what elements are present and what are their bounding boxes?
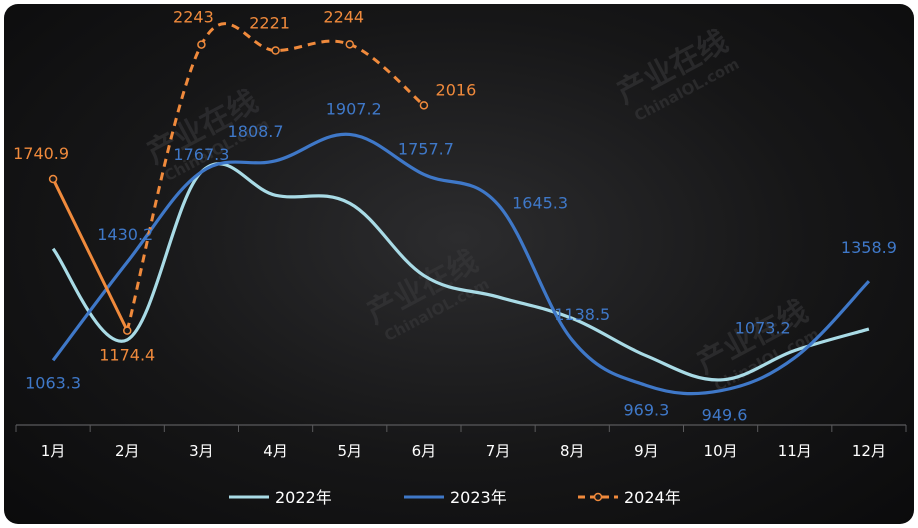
x-tick-label: 2月 [115,442,140,460]
data-labels-layer: 1063.3 1430.2 1767.3 1808.7 1907.2 1757.7 1645… [13,7,897,424]
series-2023年-data-label: 1358.9 [841,238,897,257]
series-2023年-data-label: 1757.7 [398,139,454,158]
legend: 2022年 2023年 2024年 [229,488,681,507]
series-2024年-point [48,174,58,184]
series-2024年-point [271,46,280,55]
x-tick-label: 5月 [337,442,362,460]
series-2024年-data-label: 2221 [249,13,290,32]
series-2024年-point [197,40,206,49]
legend-label: 2024年 [624,488,681,507]
series-2023年-data-label: 1138.5 [554,305,610,324]
x-tick-label: 3月 [189,442,214,460]
series-2023年-data-label: 949.6 [702,406,748,425]
x-tick-label: 10月 [704,442,738,460]
series-2024年-point [345,40,354,49]
x-tick-label: 9月 [634,442,659,460]
legend-item-2024年: 2024年 [578,488,681,507]
x-tick-label: 8月 [560,442,585,460]
legend-marker [593,492,603,502]
series-2023年-line [51,132,871,396]
series-2024年-data-label: 2244 [323,7,364,26]
x-tick-label: 7月 [486,442,511,460]
x-tick-label: 1月 [41,442,66,460]
series-2023年-data-label: 1063.3 [25,373,81,392]
line-chart: 产业在线ChinaIOL.com产业在线ChinaIOL.com产业在线Chin… [13,7,907,507]
series-2024年-point [123,326,132,335]
x-tick-label: 4月 [263,442,288,460]
series-2024年-data-label: 1740.9 [13,144,69,163]
x-tick-label: 12月 [852,442,886,460]
legend-label: 2022年 [275,488,332,507]
series-2023年-data-label: 969.3 [624,400,670,419]
series-2024年-line-solid [51,178,129,332]
series-2023年-data-label: 1645.3 [512,194,568,213]
legend-label: 2023年 [450,488,507,507]
series-2023年-data-label: 1767.3 [173,145,229,164]
watermarks: 产业在线ChinaIOL.com产业在线ChinaIOL.com产业在线Chin… [141,24,822,395]
series-2024年-line-dashed [125,22,425,331]
x-axis-ticks: 1月 2月 3月 4月 5月 6月 7月 8月 9月 10月 11月 12月 [15,425,907,460]
series-2024年-point [419,101,429,110]
series-2024年-data-label: 1174.4 [99,346,155,365]
series-2023年-data-label: 1808.7 [228,122,284,141]
series-layer [48,22,871,396]
series-2022年-line [51,162,870,382]
series-2024年-data-label: 2243 [173,8,214,27]
legend-item-2022年: 2022年 [229,488,332,507]
x-tick-label: 11月 [778,442,812,460]
series-2024年-data-label: 2016 [436,80,477,99]
series-2023年-data-label: 1907.2 [326,99,382,118]
legend-item-2023年: 2023年 [404,488,507,507]
series-2023年-data-label: 1430.2 [97,225,153,244]
chart-panel: 产业在线 ChinaIOL.com 产业在线 ChinaIOL.com 产业在线 Chin… [4,4,914,524]
series-2023年-data-label: 1073.2 [735,319,791,338]
x-tick-label: 6月 [412,442,437,460]
